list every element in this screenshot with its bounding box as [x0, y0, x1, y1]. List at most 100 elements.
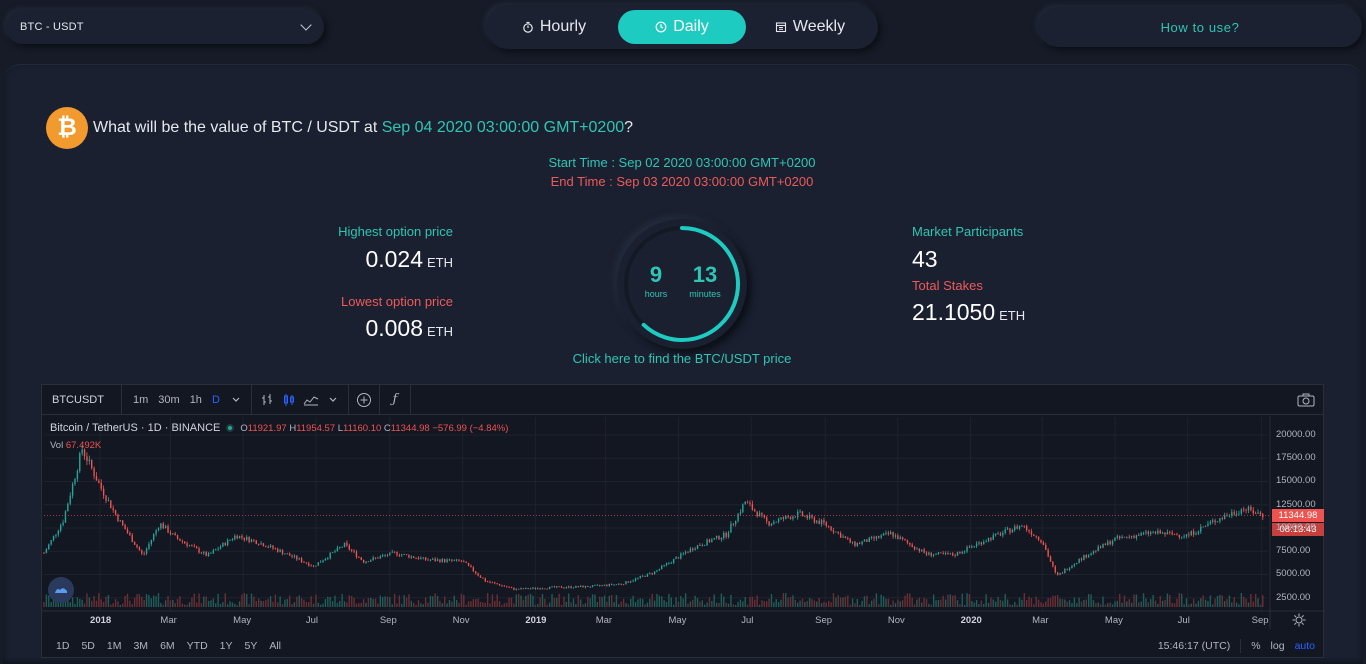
volume-bar — [95, 600, 98, 607]
period-daily-button[interactable]: Daily — [618, 10, 746, 44]
candle-body — [534, 587, 537, 589]
volume-bar — [164, 600, 167, 607]
tradingview-logo-icon[interactable] — [48, 577, 74, 603]
candle-body — [723, 532, 725, 538]
volume-bar — [1040, 602, 1042, 607]
candle-body — [921, 549, 923, 552]
chart-type-chevron-down-icon[interactable] — [322, 389, 344, 411]
volume-bar — [844, 596, 847, 607]
candle-body — [835, 531, 837, 533]
candle-body — [1171, 532, 1173, 535]
candle-body — [754, 509, 756, 512]
volume-bar — [868, 604, 870, 607]
volume-bar — [801, 598, 804, 607]
volume-bar — [420, 603, 422, 607]
candle-body — [86, 456, 88, 462]
candle-body — [91, 459, 93, 469]
indicators-fx-icon[interactable]: ƒ — [392, 392, 398, 407]
range-1d[interactable]: 1D — [56, 640, 70, 652]
candle-body — [110, 500, 112, 509]
volume-bar — [1042, 603, 1045, 607]
range-ytd[interactable]: YTD — [186, 640, 208, 652]
candle-body — [150, 539, 153, 545]
candle-body — [775, 521, 777, 523]
volume-bar — [763, 601, 766, 607]
volume-bar — [625, 603, 627, 607]
volume-bar — [751, 596, 754, 607]
candle-body — [1228, 515, 1231, 517]
candle-body — [823, 520, 825, 523]
timeframe-d[interactable]: D — [211, 393, 220, 406]
volume-bar — [246, 594, 248, 607]
bars-chart-icon[interactable] — [256, 389, 278, 411]
time-axis-label: Jul — [1177, 615, 1190, 626]
candle-body — [212, 550, 215, 554]
auto-scale-toggle[interactable]: auto — [1294, 640, 1315, 652]
volume-bar — [291, 603, 293, 607]
candle-body — [114, 509, 117, 515]
utc-clock[interactable]: 15:46:17 (UTC) — [1157, 640, 1231, 652]
candle-body — [1259, 512, 1262, 515]
range-all[interactable]: All — [269, 640, 282, 652]
candle-body — [1183, 536, 1185, 538]
range-1y[interactable]: 1Y — [219, 640, 233, 652]
volume-bar — [284, 599, 286, 607]
range-5d[interactable]: 5D — [81, 640, 95, 652]
range-1m[interactable]: 1M — [106, 640, 122, 652]
area-chart-icon[interactable] — [300, 389, 322, 411]
candle-body — [1166, 532, 1169, 535]
candle-body — [620, 583, 622, 585]
volume-bar — [45, 594, 48, 607]
find-price-link[interactable]: Click here to find the BTC/USDT price — [572, 351, 792, 366]
volume-bar — [348, 595, 350, 607]
range-5y[interactable]: 5Y — [244, 640, 258, 652]
volume-bar — [370, 597, 372, 607]
candle-body — [1135, 535, 1138, 538]
timeframe-chevron-down-icon[interactable] — [225, 389, 247, 411]
candle-body — [79, 453, 81, 471]
range-6m[interactable]: 6M — [160, 640, 175, 652]
candle-body — [55, 534, 57, 536]
volume-bar — [1252, 601, 1254, 607]
pair-select[interactable]: BTC - USDT — [6, 10, 324, 44]
volume-bar — [613, 602, 615, 607]
period-weekly-button[interactable]: Weekly — [746, 10, 874, 44]
symbol-search-button[interactable]: BTCUSDT — [42, 385, 122, 414]
candle-body — [1014, 526, 1016, 530]
volume-bar — [155, 596, 157, 607]
volume-bar — [1166, 593, 1169, 607]
volume-bar — [105, 596, 107, 607]
log-scale-toggle[interactable]: log — [1270, 640, 1285, 652]
candle-body — [1028, 529, 1030, 532]
candle-body — [916, 548, 918, 550]
volume-bar — [1116, 600, 1119, 607]
timeframe-30m[interactable]: 30m — [158, 393, 180, 406]
period-hourly-button[interactable]: Hourly — [490, 10, 618, 44]
candle-body — [422, 557, 424, 559]
candle-body — [520, 588, 522, 590]
timeframe-1h[interactable]: 1h — [189, 393, 202, 406]
volume-bar — [754, 599, 756, 607]
volume-bar — [689, 601, 692, 607]
volume-bar — [1204, 599, 1207, 607]
how-to-use-button[interactable]: How to use? — [1038, 7, 1362, 47]
volume-bar — [906, 593, 909, 607]
percent-scale-toggle[interactable]: % — [1251, 640, 1261, 652]
volume-bar — [470, 601, 472, 607]
ohlc-low-key: L — [337, 422, 344, 434]
compare-plus-icon[interactable] — [353, 389, 375, 411]
volume-bar — [265, 600, 267, 607]
snapshot-camera-icon[interactable] — [1295, 389, 1317, 411]
candles-chart-icon[interactable] — [278, 389, 300, 411]
range-3m[interactable]: 3M — [133, 640, 149, 652]
volume-bar — [701, 600, 703, 607]
chart-settings-gear-icon[interactable] — [1292, 613, 1306, 627]
volume-bar — [372, 598, 374, 607]
question-suffix: ? — [624, 119, 634, 136]
candle-body — [746, 501, 749, 503]
volume-bar — [1145, 598, 1147, 607]
volume-bar — [1183, 604, 1185, 607]
timeframe-1m[interactable]: 1m — [133, 393, 149, 406]
volume-bar — [1202, 595, 1204, 607]
candle-body — [756, 511, 758, 517]
